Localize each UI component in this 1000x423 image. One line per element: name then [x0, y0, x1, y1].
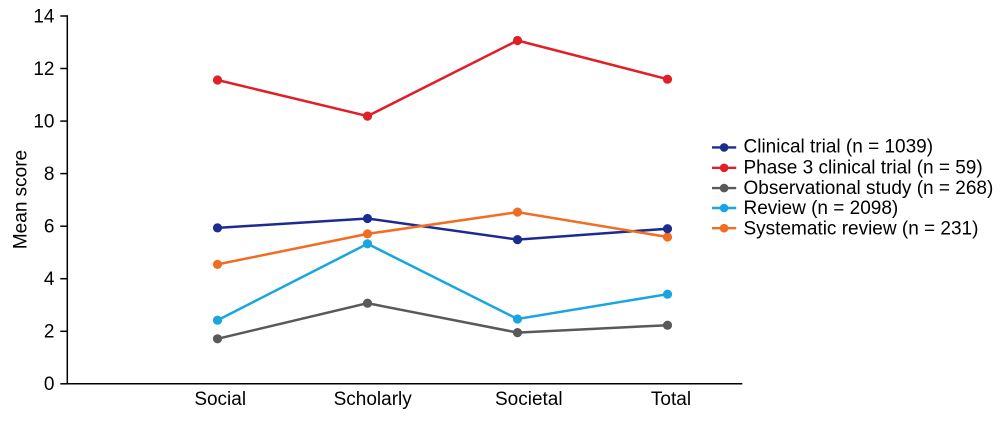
svg-text:2: 2 — [44, 322, 55, 343]
svg-text:Societal: Societal — [495, 389, 563, 410]
svg-text:Mean score: Mean score — [11, 150, 32, 249]
svg-text:Scholarly: Scholarly — [334, 389, 413, 410]
svg-text:12: 12 — [33, 59, 54, 80]
svg-text:0: 0 — [44, 374, 55, 395]
svg-text:Total: Total — [651, 389, 691, 410]
svg-text:6: 6 — [44, 217, 55, 238]
svg-text:Systematic review (n = 231): Systematic review (n = 231) — [744, 218, 979, 239]
svg-text:Review (n = 2098): Review (n = 2098) — [744, 198, 899, 219]
svg-text:Clinical trial (n = 1039): Clinical trial (n = 1039) — [744, 137, 934, 158]
svg-text:14: 14 — [33, 6, 55, 27]
svg-text:Observational study (n = 268): Observational study (n = 268) — [744, 178, 994, 199]
svg-text:8: 8 — [44, 164, 55, 185]
svg-text:Social: Social — [194, 389, 246, 410]
svg-text:4: 4 — [44, 269, 55, 290]
svg-text:Phase 3 clinical trial (n = 59: Phase 3 clinical trial (n = 59) — [744, 158, 983, 179]
svg-text:10: 10 — [33, 112, 54, 133]
